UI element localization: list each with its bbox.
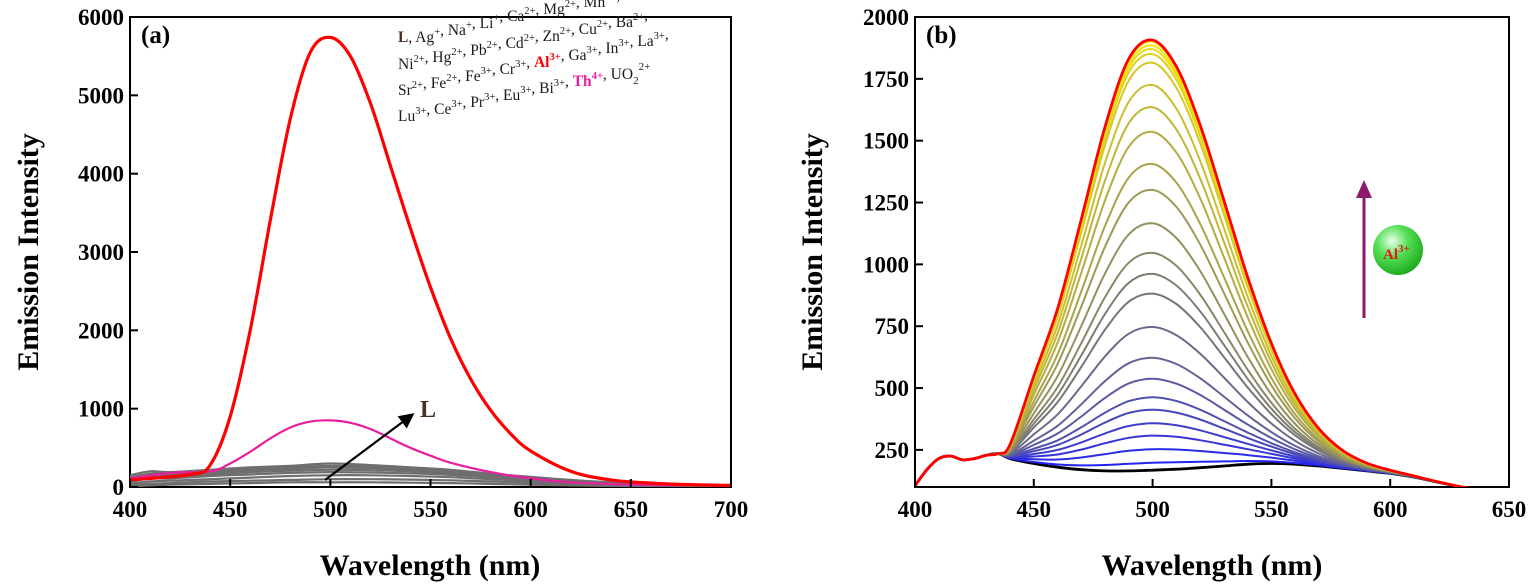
titration-curve-19 xyxy=(915,61,1468,487)
y-tick-label: 6000 xyxy=(78,5,124,30)
x-tick-label: 500 xyxy=(1135,497,1170,522)
titration-curve-3 xyxy=(915,434,1468,487)
y-axis-title-a: Emission Intensity xyxy=(12,133,45,371)
titration-curve-12 xyxy=(915,251,1468,487)
y-axis-a: 0 1000 2000 3000 4000 5000 6000 xyxy=(78,5,138,500)
x-tick-label: 400 xyxy=(113,497,148,522)
y-tick-label: 1250 xyxy=(863,191,909,216)
titration-curve-1 xyxy=(915,452,1468,487)
x-axis-title-b: Wavelength (nm) xyxy=(1102,549,1323,582)
titration-curve-6 xyxy=(915,396,1468,487)
al-ion-ball xyxy=(1373,225,1423,275)
x-tick-label: 550 xyxy=(1254,497,1289,522)
series-group-b xyxy=(915,38,1471,487)
y-axis-title-b: Emission Intensity xyxy=(796,133,829,371)
panel-a: 400 450 500 550 600 650 700 0 1000 2000 3000 4000 5… xyxy=(12,0,748,582)
al-ion-label: Al3+ xyxy=(1383,243,1410,263)
x-tick-label: 400 xyxy=(898,497,933,522)
x-tick-label: 650 xyxy=(1492,497,1527,522)
y-axis-b: 250 500 750 1000 1250 1500 1750 2000 xyxy=(863,5,923,463)
titration-curve-8 xyxy=(915,356,1468,487)
x-tick-label: 600 xyxy=(513,497,548,522)
series-group-a xyxy=(130,35,731,487)
series-line-th4 xyxy=(130,419,731,487)
x-axis-a: 400 450 500 550 600 650 700 xyxy=(113,479,749,522)
y-tick-label: 2000 xyxy=(863,5,909,30)
y-tick-label: 2000 xyxy=(78,318,124,343)
titration-curve-4 xyxy=(915,422,1468,487)
y-tick-label: 0 xyxy=(113,475,125,500)
x-tick-label: 650 xyxy=(614,497,649,522)
x-tick-label: 700 xyxy=(714,497,749,522)
panel-label-b: (b) xyxy=(926,22,957,49)
ion-legend: L, Ag+, Na+, Li+, Ca2+, Mg2+, Mn2+, Co2+… xyxy=(398,0,669,125)
series-line-ion-0 xyxy=(130,481,731,487)
increase-arrow-head xyxy=(1356,180,1372,198)
panel-label-a: (a) xyxy=(141,22,170,49)
x-axis-title-a: Wavelength (nm) xyxy=(320,549,541,582)
y-tick-label: 750 xyxy=(875,314,910,339)
series-line-al3 xyxy=(130,35,731,487)
y-tick-label: 1000 xyxy=(863,252,909,277)
y-tick-label: 1500 xyxy=(863,129,909,154)
titration-curve-0 xyxy=(915,452,1471,487)
titration-curve-20 xyxy=(915,53,1468,487)
ligand-arrow xyxy=(324,413,415,481)
x-tick-label: 600 xyxy=(1373,497,1408,522)
x-axis-b: 400 450 500 550 600 650 xyxy=(898,479,1527,522)
y-tick-label: 4000 xyxy=(78,162,124,187)
x-tick-label: 550 xyxy=(413,497,448,522)
y-tick-label: 5000 xyxy=(78,83,124,108)
plot-frame-b xyxy=(914,16,1510,488)
y-tick-label: 1750 xyxy=(863,67,909,92)
titration-curve-24 xyxy=(915,38,1471,487)
y-tick-label: 500 xyxy=(875,376,910,401)
y-tick-label: 250 xyxy=(875,438,910,463)
panel-b: 400 450 500 550 600 650 250 500 750 1000 1250 1500… xyxy=(796,5,1526,582)
y-tick-label: 1000 xyxy=(78,397,124,422)
titration-curve-10 xyxy=(915,292,1468,487)
ligand-annotation: L xyxy=(420,397,436,423)
titration-curve-9 xyxy=(915,325,1468,487)
x-tick-label: 450 xyxy=(1017,497,1052,522)
titration-curve-21 xyxy=(915,48,1468,487)
y-tick-label: 3000 xyxy=(78,240,124,265)
x-tick-label: 500 xyxy=(313,497,348,522)
x-tick-label: 450 xyxy=(213,497,248,522)
